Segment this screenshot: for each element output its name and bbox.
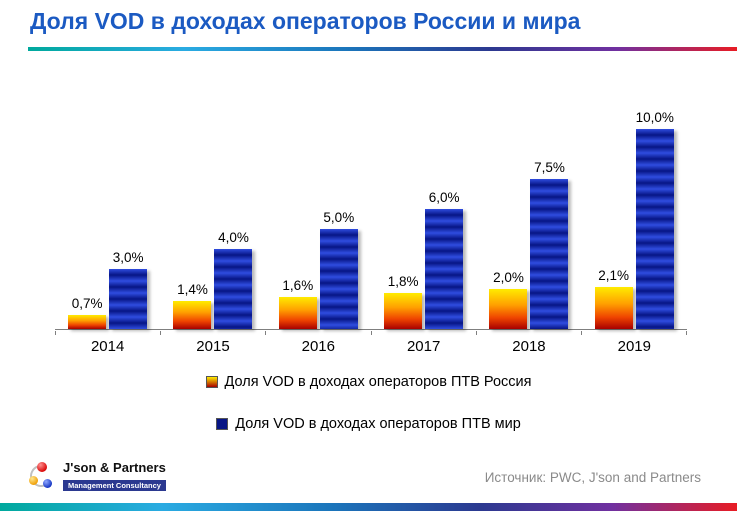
bar-value-label: 7,5% <box>534 160 565 175</box>
chart-legend: Доля VOD в доходах операторов ПТВ Россия… <box>0 374 737 432</box>
bar-wrap: 1,8% <box>384 274 423 329</box>
bar-wrap: 10,0% <box>636 110 674 329</box>
x-axis-label: 2014 <box>90 338 125 355</box>
bar-world <box>109 269 148 329</box>
bar-value-label: 1,4% <box>177 282 208 297</box>
logo-text: J'son & Partners Management Consultancy <box>63 460 166 493</box>
bar-russia <box>384 293 423 329</box>
bar-value-label: 2,0% <box>493 270 524 285</box>
x-axis-labels: 2014 2015 2016 2017 2018 2019 <box>55 338 687 355</box>
bar-wrap: 4,0% <box>214 230 253 329</box>
axis-tick <box>266 331 372 335</box>
logo-yellow-sphere <box>29 476 38 486</box>
page-title: Доля VOD в доходах операторов России и м… <box>30 8 581 34</box>
legend-swatch-world <box>216 418 229 430</box>
bar-world <box>319 229 358 329</box>
x-axis-label: 2018 <box>512 338 546 355</box>
legend-label-russia: Доля VOD в доходах операторов ПТВ Россия <box>224 374 532 390</box>
logo-spheres-icon <box>26 461 56 492</box>
bar-value-label: 1,8% <box>387 274 419 289</box>
title-divider-gradient <box>28 47 737 51</box>
bar-world <box>214 249 253 329</box>
source-note: Источник: PWC, J'son and Partners <box>484 470 701 485</box>
bar-group: 2,1% 10,0% <box>582 100 687 329</box>
bar-russia <box>594 287 633 329</box>
bar-wrap: 7,5% <box>530 160 569 329</box>
bar-wrap: 1,6% <box>278 278 317 329</box>
legend-item-world: Доля VOD в доходах операторов ПТВ мир <box>216 416 521 432</box>
bar-wrap: 0,7% <box>68 296 107 329</box>
bottom-gradient-bar <box>0 503 737 511</box>
bar-wrap: 5,0% <box>319 210 358 329</box>
legend-item-russia: Доля VOD в доходах операторов ПТВ Россия <box>205 374 532 390</box>
bar-group: 1,4% 4,0% <box>160 100 265 329</box>
bar-world <box>425 209 464 329</box>
bar-group: 2,0% 7,5% <box>476 100 581 329</box>
x-axis-label: 2019 <box>617 338 651 355</box>
x-axis-label: 2015 <box>196 338 230 355</box>
bar-wrap: 1,4% <box>173 282 212 329</box>
bar-group: 1,6% 5,0% <box>266 100 371 329</box>
bar-russia <box>68 315 107 329</box>
company-logo: J'son & Partners Management Consultancy <box>26 460 166 493</box>
bar-value-label: 1,6% <box>282 278 314 293</box>
bar-russia <box>173 301 212 329</box>
x-axis-label: 2016 <box>301 338 335 355</box>
legend-swatch-russia <box>205 376 218 388</box>
axis-tick <box>582 331 688 335</box>
bar-value-label: 0,7% <box>71 296 103 311</box>
bar-world <box>635 129 674 329</box>
bar-value-label: 5,0% <box>323 210 355 225</box>
axis-tick <box>477 331 582 335</box>
bar-value-label: 6,0% <box>428 190 460 205</box>
legend-label-world: Доля VOD в доходах операторов ПТВ мир <box>235 416 521 432</box>
x-axis-label: 2017 <box>406 338 441 355</box>
bar-value-label: 4,0% <box>218 230 249 245</box>
bar-russia <box>278 297 317 329</box>
x-axis-ticks <box>55 331 688 335</box>
bar-world <box>530 179 569 329</box>
axis-tick <box>161 331 267 335</box>
bar-wrap: 6,0% <box>425 190 464 329</box>
bar-russia <box>489 289 528 329</box>
axis-tick <box>372 331 477 335</box>
axis-tick <box>56 331 162 335</box>
bar-wrap: 3,0% <box>109 250 148 329</box>
bar-value-label: 10,0% <box>635 110 674 125</box>
logo-subtitle: Management Consultancy <box>63 480 166 492</box>
logo-red-sphere <box>37 462 47 473</box>
bar-group: 1,8% 6,0% <box>371 100 476 329</box>
bar-value-label: 2,1% <box>598 268 630 283</box>
logo-blue-sphere <box>43 479 52 489</box>
logo-title: J'son & Partners <box>63 460 166 475</box>
bar-value-label: 3,0% <box>112 250 144 265</box>
bar-wrap: 2,0% <box>489 270 528 329</box>
plot-area: 0,7% 3,0% 1,4% 4,0% 1,6% 5,0% 1,8% 6,0% 2,0% 7,5%… <box>55 100 687 330</box>
bar-wrap: 2,1% <box>594 268 633 329</box>
bar-group: 0,7% 3,0% <box>55 100 160 329</box>
